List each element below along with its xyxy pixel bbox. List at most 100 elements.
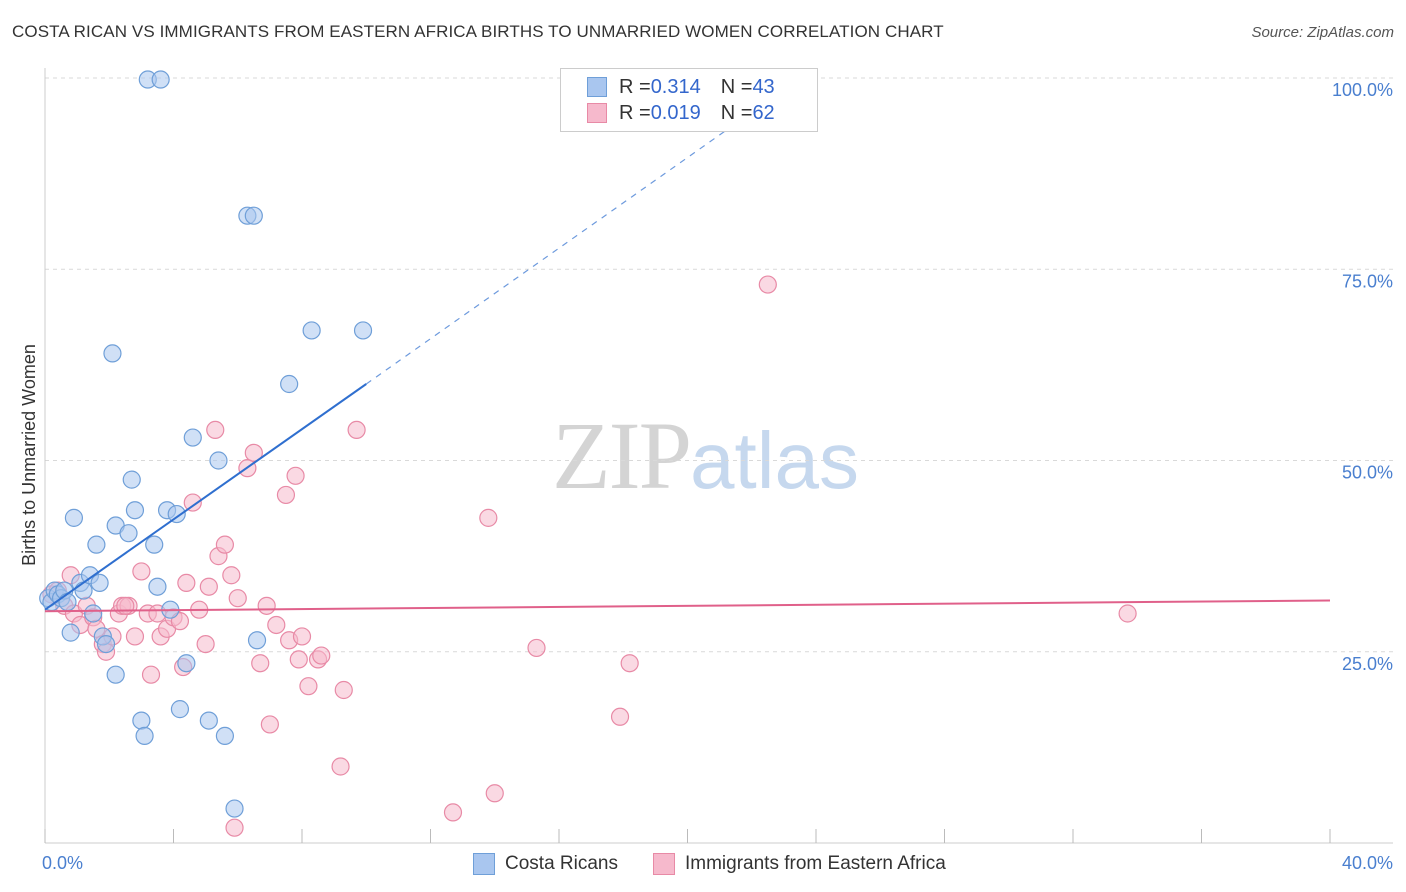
costa-rican-point xyxy=(177,654,196,673)
costa-rican-point xyxy=(183,428,202,447)
eastern-africa-point xyxy=(347,420,366,439)
eastern-africa-point xyxy=(141,665,161,684)
eastern-africa-point xyxy=(443,803,463,822)
eastern-africa-point xyxy=(312,646,331,665)
eastern-africa-point xyxy=(199,577,218,596)
eastern-africa-trend-line xyxy=(44,599,1331,613)
y-axis-title: Births to Unmarried Women xyxy=(19,344,39,566)
legend-r-label: R = xyxy=(619,101,651,124)
legend-n-label: N = xyxy=(720,101,753,124)
gridlines xyxy=(45,77,1393,653)
costa-rican-point xyxy=(64,508,84,527)
eastern-africa-point xyxy=(527,638,546,658)
bottom-legend-swatch-blue xyxy=(473,853,495,875)
eastern-africa-point xyxy=(177,573,196,593)
costa-rican-point xyxy=(209,451,228,470)
chart-title: COSTA RICAN VS IMMIGRANTS FROM EASTERN A… xyxy=(12,22,944,41)
series-costa-ricans xyxy=(39,70,373,818)
y-tick-label: 100.0% xyxy=(1332,80,1393,100)
trend-lines xyxy=(44,100,1331,613)
eastern-africa-point xyxy=(244,443,263,462)
tick-labels: 25.0% 50.0% 75.0% 100.0% 0.0% 40.0% Births to … xyxy=(19,80,1393,873)
costa-rican-point xyxy=(148,577,167,596)
bottom-legend-label: Costa Ricans xyxy=(505,853,618,874)
eastern-africa-point xyxy=(289,650,308,669)
costa-rican-point xyxy=(103,344,122,363)
legend-r-label: R = xyxy=(619,75,651,98)
costa-rican-point xyxy=(132,711,151,730)
eastern-africa-point xyxy=(1118,604,1137,623)
costa-rican-point xyxy=(247,631,267,650)
bottom-legend-label: Immigrants from Eastern Africa xyxy=(685,853,946,874)
costa-rican-point xyxy=(151,70,170,89)
legend-swatch-pink xyxy=(587,103,607,123)
bottom-legend-swatch-pink xyxy=(653,853,675,875)
costa-rican-point xyxy=(353,321,373,340)
eastern-africa-point xyxy=(267,615,286,635)
legend-row-eastern-africa: R = 0.019 N = 62 xyxy=(587,101,775,125)
legend-row-costa-ricans: R = 0.314 N = 43 xyxy=(587,75,775,99)
source-credit: Source: ZipAtlas.com xyxy=(1251,24,1394,41)
eastern-africa-point xyxy=(485,784,504,803)
eastern-africa-point xyxy=(260,715,279,734)
eastern-africa-point xyxy=(479,508,498,527)
eastern-africa-point xyxy=(228,589,247,608)
eastern-africa-point xyxy=(292,627,312,646)
costa-rican-point xyxy=(215,726,234,746)
legend-n-value: 43 xyxy=(752,75,775,98)
costa-rican-point xyxy=(145,535,164,554)
eastern-africa-point xyxy=(286,466,305,485)
legend-n-label: N = xyxy=(720,75,753,98)
costa-rican-point xyxy=(84,604,103,623)
costa-rican-point xyxy=(122,470,141,489)
costa-rican-point xyxy=(61,623,80,642)
costa-rican-trend-line xyxy=(44,383,367,611)
eastern-africa-point xyxy=(206,420,225,439)
eastern-africa-point xyxy=(276,485,296,505)
costa-rican-point xyxy=(302,321,321,340)
costa-rican-point xyxy=(96,634,116,654)
y-tick-label: 50.0% xyxy=(1342,463,1393,483)
costa-rican-point xyxy=(170,700,190,719)
eastern-africa-point xyxy=(222,566,241,585)
costa-rican-point xyxy=(58,592,77,612)
bottom-legend-costa-ricans[interactable]: Costa Ricans xyxy=(473,851,618,877)
eastern-africa-point xyxy=(183,493,202,512)
watermark-zip: ZIP xyxy=(552,402,692,509)
eastern-africa-point xyxy=(215,535,234,554)
series-eastern-africa xyxy=(42,275,1137,837)
eastern-africa-point xyxy=(620,654,639,673)
costa-rican-point xyxy=(119,524,138,543)
eastern-africa-point xyxy=(125,627,145,646)
costa-rican-point xyxy=(90,573,109,593)
costa-rican-point xyxy=(74,581,93,600)
eastern-africa-point xyxy=(257,596,276,615)
eastern-africa-point xyxy=(251,654,270,673)
bottom-legend-eastern-africa[interactable]: Immigrants from Eastern Africa xyxy=(653,851,946,877)
eastern-africa-point xyxy=(132,562,151,581)
costa-rican-point xyxy=(244,206,263,225)
eastern-africa-point xyxy=(610,707,630,726)
costa-rican-trend-extension xyxy=(365,100,769,385)
costa-rican-point xyxy=(87,535,106,554)
legend-swatch-blue xyxy=(587,77,607,97)
y-tick-label: 25.0% xyxy=(1342,654,1393,674)
x-tick-label: 0.0% xyxy=(42,853,83,873)
costa-rican-point xyxy=(135,726,154,746)
eastern-africa-point xyxy=(196,634,215,654)
legend-r-value: 0.314 xyxy=(650,75,701,98)
correlation-legend: R = 0.314 N = 43 R = 0.019 N = 62 xyxy=(560,68,818,132)
costa-rican-point xyxy=(106,665,125,684)
eastern-africa-point xyxy=(331,757,350,776)
legend-n-value: 62 xyxy=(752,101,775,124)
axes xyxy=(44,68,1393,844)
y-tick-label: 75.0% xyxy=(1342,271,1393,291)
eastern-africa-point xyxy=(116,596,135,615)
costa-rican-point xyxy=(199,711,218,730)
eastern-africa-point xyxy=(334,680,353,700)
eastern-africa-point xyxy=(299,677,318,696)
costa-rican-point xyxy=(280,374,299,394)
eastern-africa-point xyxy=(225,818,244,837)
legend-r-value: 0.019 xyxy=(650,101,701,124)
